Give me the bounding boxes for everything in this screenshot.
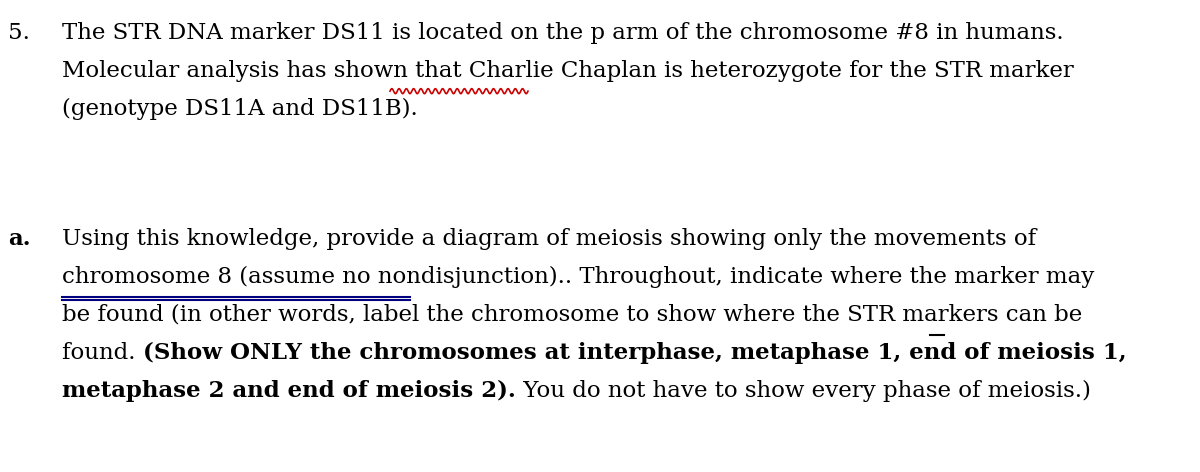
Text: (Show ONLY the chromosomes at interphase, metaphase 1, end of meiosis 1,: (Show ONLY the chromosomes at interphase… xyxy=(143,342,1127,364)
Text: metaphase 2 and end of meiosis 2).: metaphase 2 and end of meiosis 2). xyxy=(62,380,516,402)
Text: The STR DNA marker DS11 is located on the p arm of the chromosome #8 in humans.: The STR DNA marker DS11 is located on th… xyxy=(62,22,1063,44)
Text: be found (in other words, label the chromosome to show where the STR markers can: be found (in other words, label the chro… xyxy=(62,304,1082,326)
Text: Molecular analysis has shown that Charlie Chaplan is heterozygote for the STR ma: Molecular analysis has shown that Charli… xyxy=(62,60,1074,82)
Text: (genotype DS11A and DS11B).: (genotype DS11A and DS11B). xyxy=(62,98,418,120)
Text: Using this knowledge, provide a diagram of meiosis showing only the movements of: Using this knowledge, provide a diagram … xyxy=(62,228,1036,250)
Text: You do not have to show every phase of meiosis.): You do not have to show every phase of m… xyxy=(516,380,1091,402)
Text: chromosome 8 (assume no nondisjunction).. Throughout, indicate where the marker : chromosome 8 (assume no nondisjunction).… xyxy=(62,266,1094,288)
Text: 5.: 5. xyxy=(8,22,30,44)
Text: a.: a. xyxy=(8,228,31,250)
Text: found.: found. xyxy=(62,342,143,364)
